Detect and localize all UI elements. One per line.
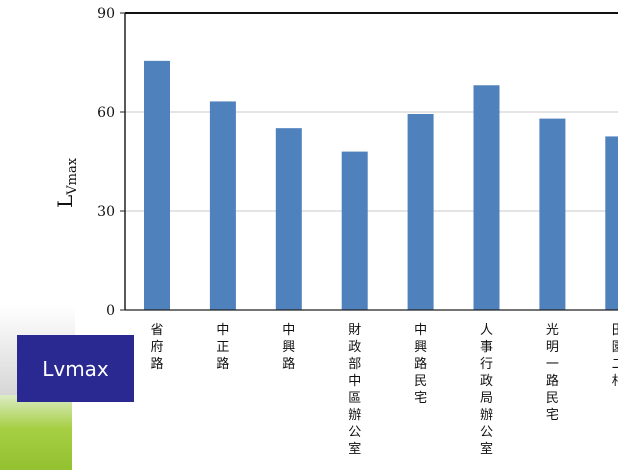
y-tick-label: 90 [97, 6, 115, 22]
category-label: 光明一路民宅 [546, 323, 559, 423]
bar [539, 118, 566, 310]
y-axis-label: LVmax [53, 157, 80, 208]
category-label: 中興路 [282, 323, 295, 372]
bar [144, 60, 170, 310]
lvmax-badge: Lvmax [17, 335, 134, 402]
bars [144, 60, 618, 311]
bar [473, 85, 500, 311]
category-label: 中正路 [216, 323, 229, 372]
y-ticks: 0 30 60 90 [97, 6, 125, 319]
y-tick-label: 30 [97, 204, 115, 220]
category-label: 人事行政局辦公室 [480, 323, 493, 457]
category-label: 中興路民宅 [414, 323, 427, 406]
category-label: 省府路 [150, 323, 163, 372]
bar [341, 151, 368, 310]
grid-lines [125, 111, 618, 212]
y-axis-label-sub: Vmax [65, 157, 80, 195]
category-label: 財政部中區辦公室 [348, 323, 361, 457]
category-label: 田園二村 [612, 323, 618, 389]
lvmax-badge-text: Lvmax [42, 356, 109, 381]
bar [209, 101, 236, 310]
category-labels: 省府路 中正路 中興路 財政部中區辦公室 中興路民宅 人事行政局辦公室 光明一路民宅 田園二村 [150, 323, 618, 457]
bar [407, 113, 434, 310]
decorative-green-block [0, 395, 72, 470]
y-tick-label: 60 [97, 105, 115, 121]
bar [275, 128, 302, 310]
y-tick-label: 0 [106, 303, 115, 319]
bar [605, 136, 618, 310]
y-axis-label-main: L [53, 195, 77, 208]
